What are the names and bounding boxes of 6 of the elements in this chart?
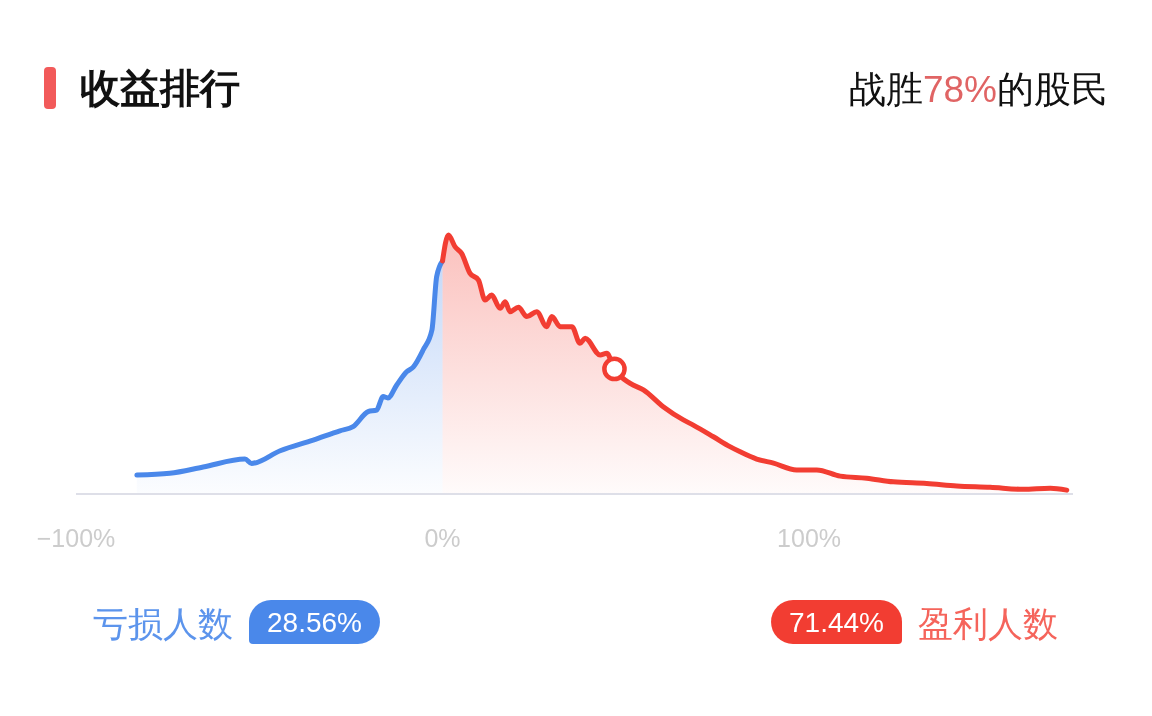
text: 71.44%: [789, 607, 884, 638]
chart-title: 收益排行: [80, 65, 240, 111]
text: 28.56%: [267, 607, 362, 638]
chart-subtitle: 战胜78%的股民: [848, 68, 1108, 111]
text: 盈利人数: [918, 604, 1058, 644]
text: 亏损人数: [93, 604, 233, 644]
